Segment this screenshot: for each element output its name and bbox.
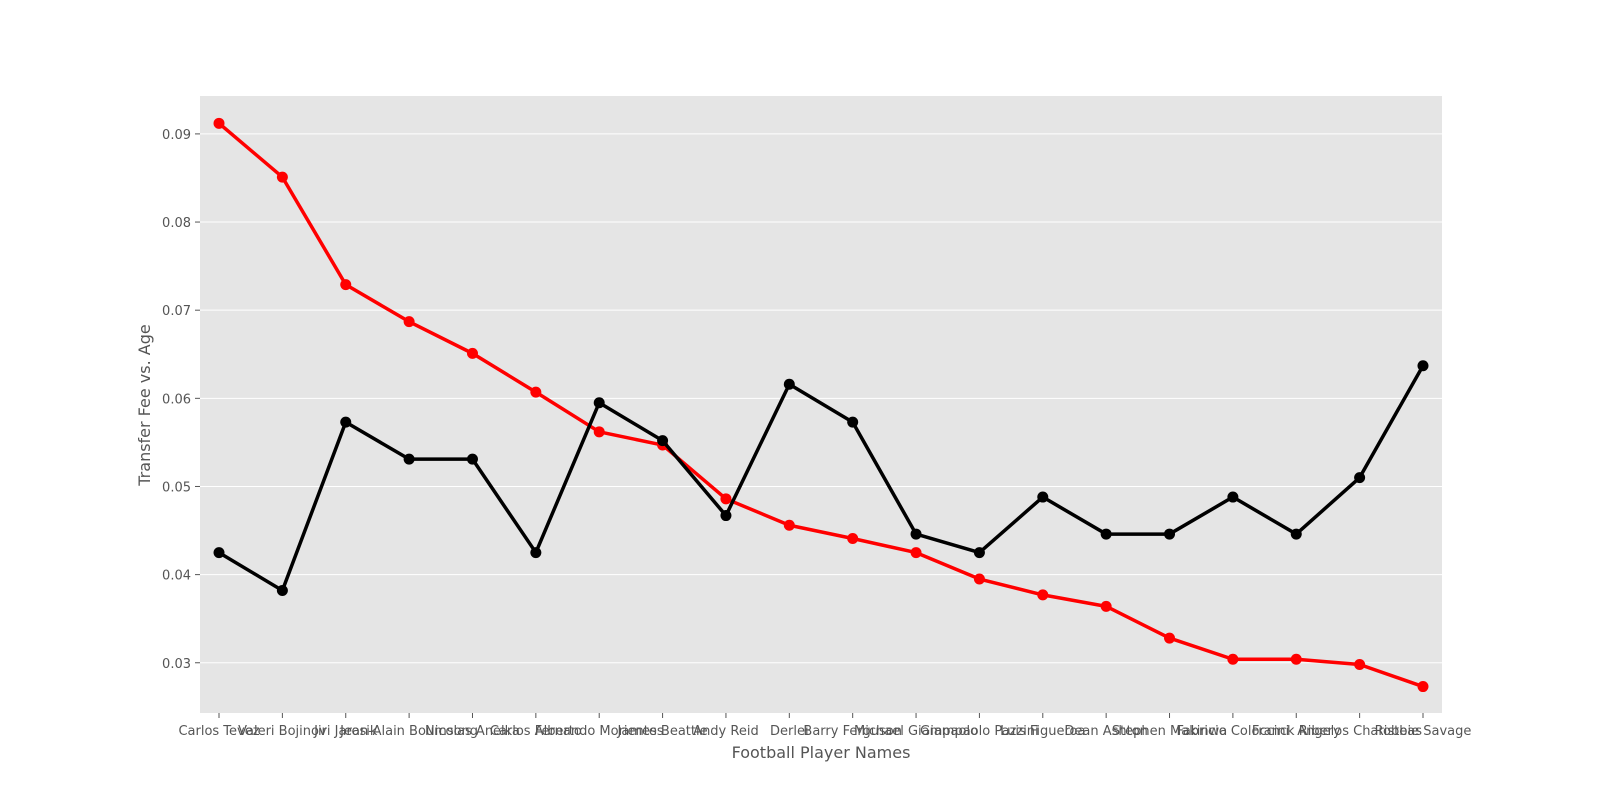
data-point [1290, 528, 1302, 540]
data-point [783, 378, 795, 390]
data-point [1100, 528, 1112, 540]
data-point [213, 547, 225, 559]
data-point [1354, 472, 1366, 484]
x-tick-label: Valeri Bojinov [238, 724, 327, 739]
data-point [720, 493, 732, 505]
x-axis-label: Football Player Names [732, 743, 911, 762]
data-point [973, 547, 985, 559]
data-point [973, 573, 985, 585]
data-point [910, 528, 922, 540]
data-point [1227, 491, 1239, 503]
series-line [217, 121, 1424, 689]
series-group [213, 117, 1429, 693]
data-point [276, 584, 288, 596]
data-point [340, 416, 352, 428]
x-tick-label: Franck Ribery [1252, 724, 1341, 739]
y-tick-label: 0.04 [162, 569, 191, 584]
y-axis-ticks: 0.03 0.04 0.05 0.06 0.07 0.08 0.09 [162, 128, 200, 672]
y-tick-label: 0.09 [162, 128, 191, 143]
x-tick-label: Carlos Tevez [178, 724, 259, 739]
x-tick-label: Angelos Charisteas [1297, 724, 1422, 739]
data-point [1164, 528, 1176, 540]
x-tick-label: Jean-Alain Boumsong [339, 724, 478, 739]
x-tick-label: Giampaolo Pazzini [920, 724, 1039, 739]
data-point [910, 547, 922, 559]
data-point [1354, 659, 1366, 671]
data-point [276, 171, 288, 183]
x-tick-label: Fabricio Coloccini [1177, 724, 1290, 739]
data-point [530, 386, 542, 398]
y-tick-label: 0.07 [162, 304, 191, 319]
y-axis-label: Transfer Fee vs. Age [135, 324, 154, 486]
y-tick-label: 0.03 [162, 657, 191, 672]
x-tick-label: Luis Figueroa [1000, 724, 1085, 739]
x-tick-label: Dean Ashton [1064, 724, 1148, 739]
data-point [1417, 360, 1429, 372]
x-tick-label: Nicolas Anelka [425, 724, 520, 739]
data-point [403, 453, 415, 465]
x-tick-label: Andy Reid [693, 724, 759, 739]
series-2 [213, 360, 1429, 596]
y-tick-label: 0.08 [162, 216, 191, 231]
x-tick-label: James Beattie [617, 724, 708, 739]
x-tick-label: Fernando Morientes [535, 724, 664, 739]
data-point [340, 279, 352, 291]
x-tick-label: Stephen Makinwa [1112, 724, 1227, 739]
data-point [1100, 600, 1112, 612]
data-point [847, 416, 859, 428]
data-point [1164, 632, 1176, 644]
series-1 [213, 117, 1429, 693]
data-point [593, 397, 605, 409]
x-tick-label: Michael Giampaolo [854, 724, 978, 739]
x-tick-label: Carlos Alberto [490, 724, 582, 739]
data-point [213, 117, 225, 129]
x-tick-label: Jiri Jarosik [313, 724, 378, 739]
data-point [720, 510, 732, 522]
y-tick-label: 0.05 [162, 480, 191, 495]
data-point [847, 532, 859, 544]
y-tick-label: 0.06 [162, 392, 191, 407]
x-tick-label: Barry Ferguson [803, 724, 902, 739]
data-point [1417, 681, 1429, 693]
data-point [403, 316, 415, 328]
data-point [1037, 491, 1049, 503]
data-point [783, 519, 795, 531]
gridlines [200, 133, 1442, 664]
data-point [593, 426, 605, 438]
data-point [466, 347, 478, 359]
x-tick-label: Derlei [770, 724, 809, 739]
data-point [1227, 653, 1239, 665]
data-point [1290, 653, 1302, 665]
data-point [466, 453, 478, 465]
series-line [218, 364, 1425, 593]
data-point [657, 435, 669, 447]
data-point [530, 547, 542, 559]
data-point [1037, 589, 1049, 601]
x-tick-label: Robbie Savage [1375, 724, 1472, 739]
